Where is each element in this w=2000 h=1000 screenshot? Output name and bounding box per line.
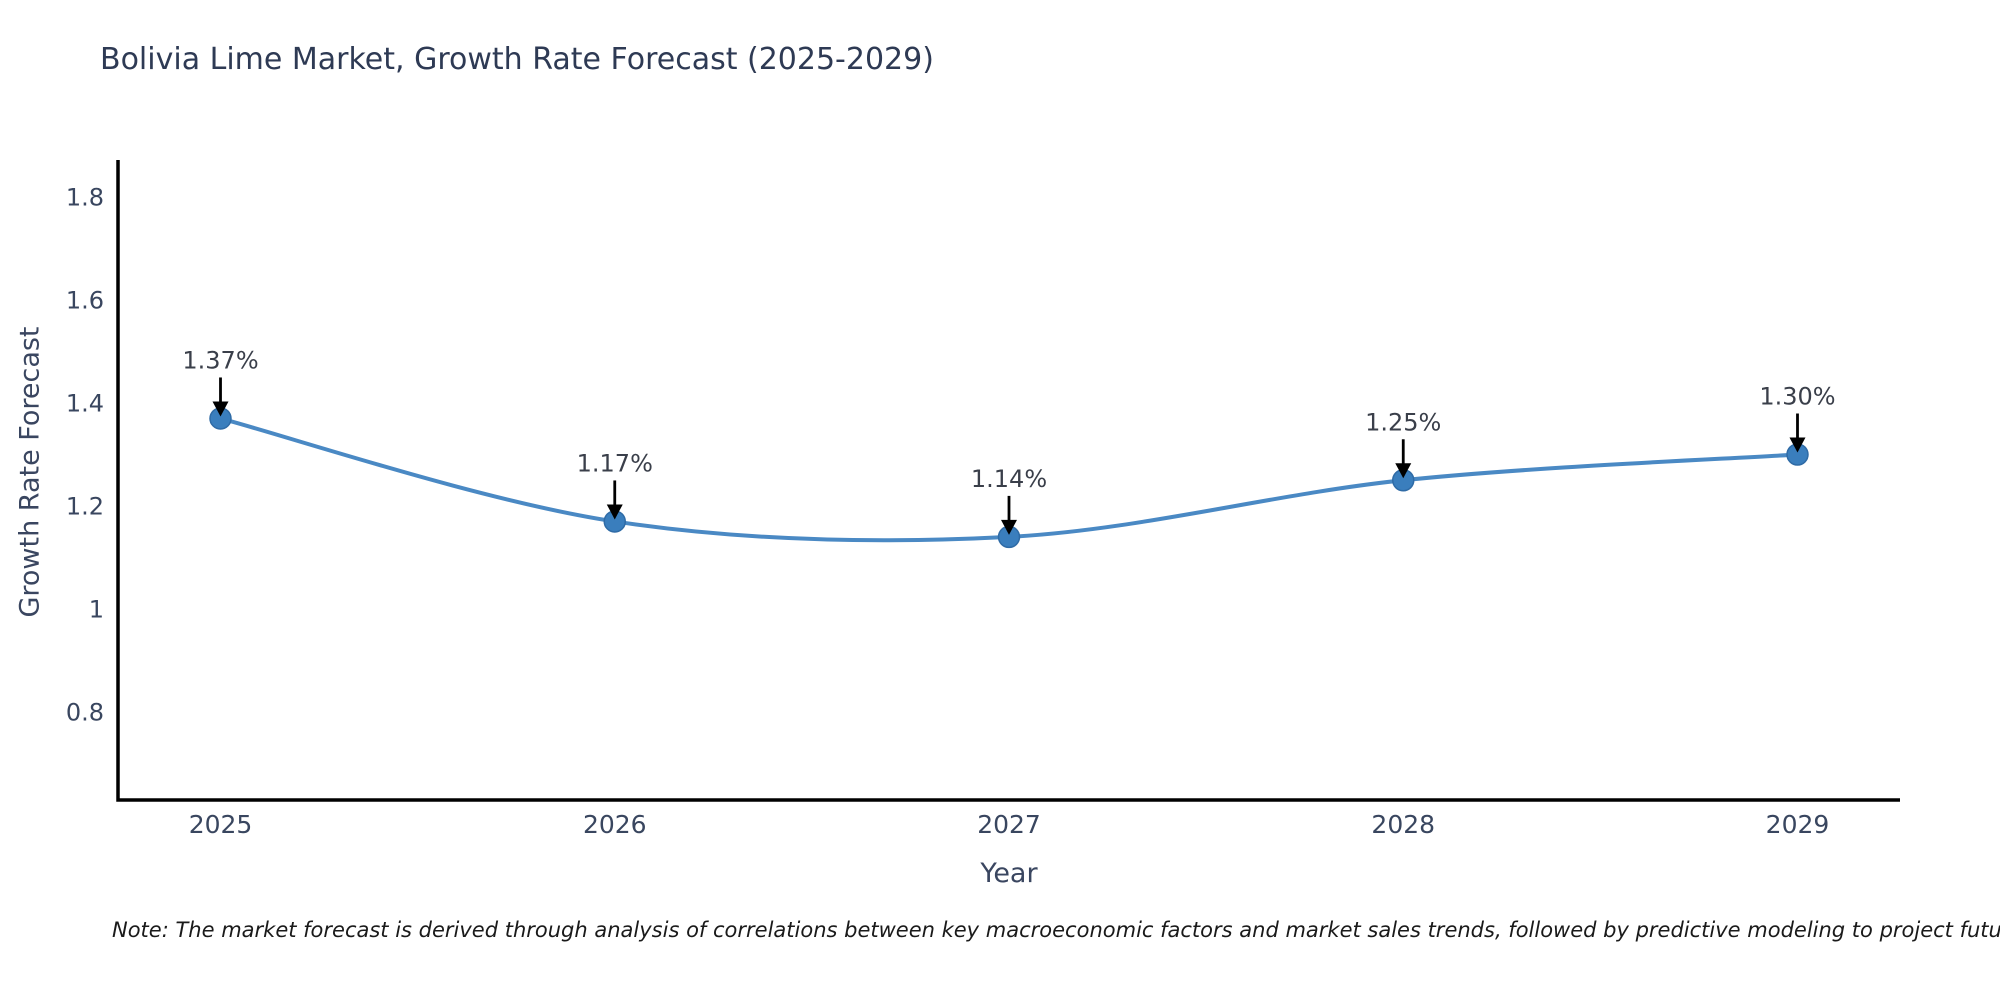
y-tick-label: 1.4 [66, 390, 104, 418]
y-tick-label: 1.2 [66, 493, 104, 521]
chart-title: Bolivia Lime Market, Growth Rate Forecas… [100, 42, 934, 77]
x-tick-label: 2025 [189, 810, 253, 839]
y-tick-label: 0.8 [66, 698, 104, 726]
y-tick-label: 1.8 [66, 184, 104, 212]
annotation-arrow-head [212, 401, 229, 417]
x-tick-label: 2028 [1371, 810, 1435, 839]
annotation-label: 1.37% [182, 346, 258, 374]
x-tick-label: 2027 [977, 810, 1041, 839]
annotation-label: 1.25% [1365, 408, 1441, 436]
x-tick-label: 2029 [1766, 810, 1830, 839]
annotation-arrow-head [606, 504, 623, 520]
x-axis-title: Year [980, 858, 1038, 889]
annotation-label: 1.14% [971, 465, 1047, 493]
x-tick-label: 2026 [583, 810, 647, 839]
annotation-arrow-head [1001, 519, 1017, 535]
annotation-label: 1.17% [577, 449, 653, 477]
footnote: Note: The market forecast is derived thr… [112, 918, 2000, 942]
axis-spines [116, 160, 1900, 802]
annotation-arrow-head [1789, 437, 1806, 453]
y-tick-label: 1 [89, 595, 104, 623]
y-tick-label: 1.6 [66, 287, 104, 315]
annotation-label: 1.30% [1759, 383, 1835, 411]
annotation-arrow-head [1395, 463, 1412, 479]
